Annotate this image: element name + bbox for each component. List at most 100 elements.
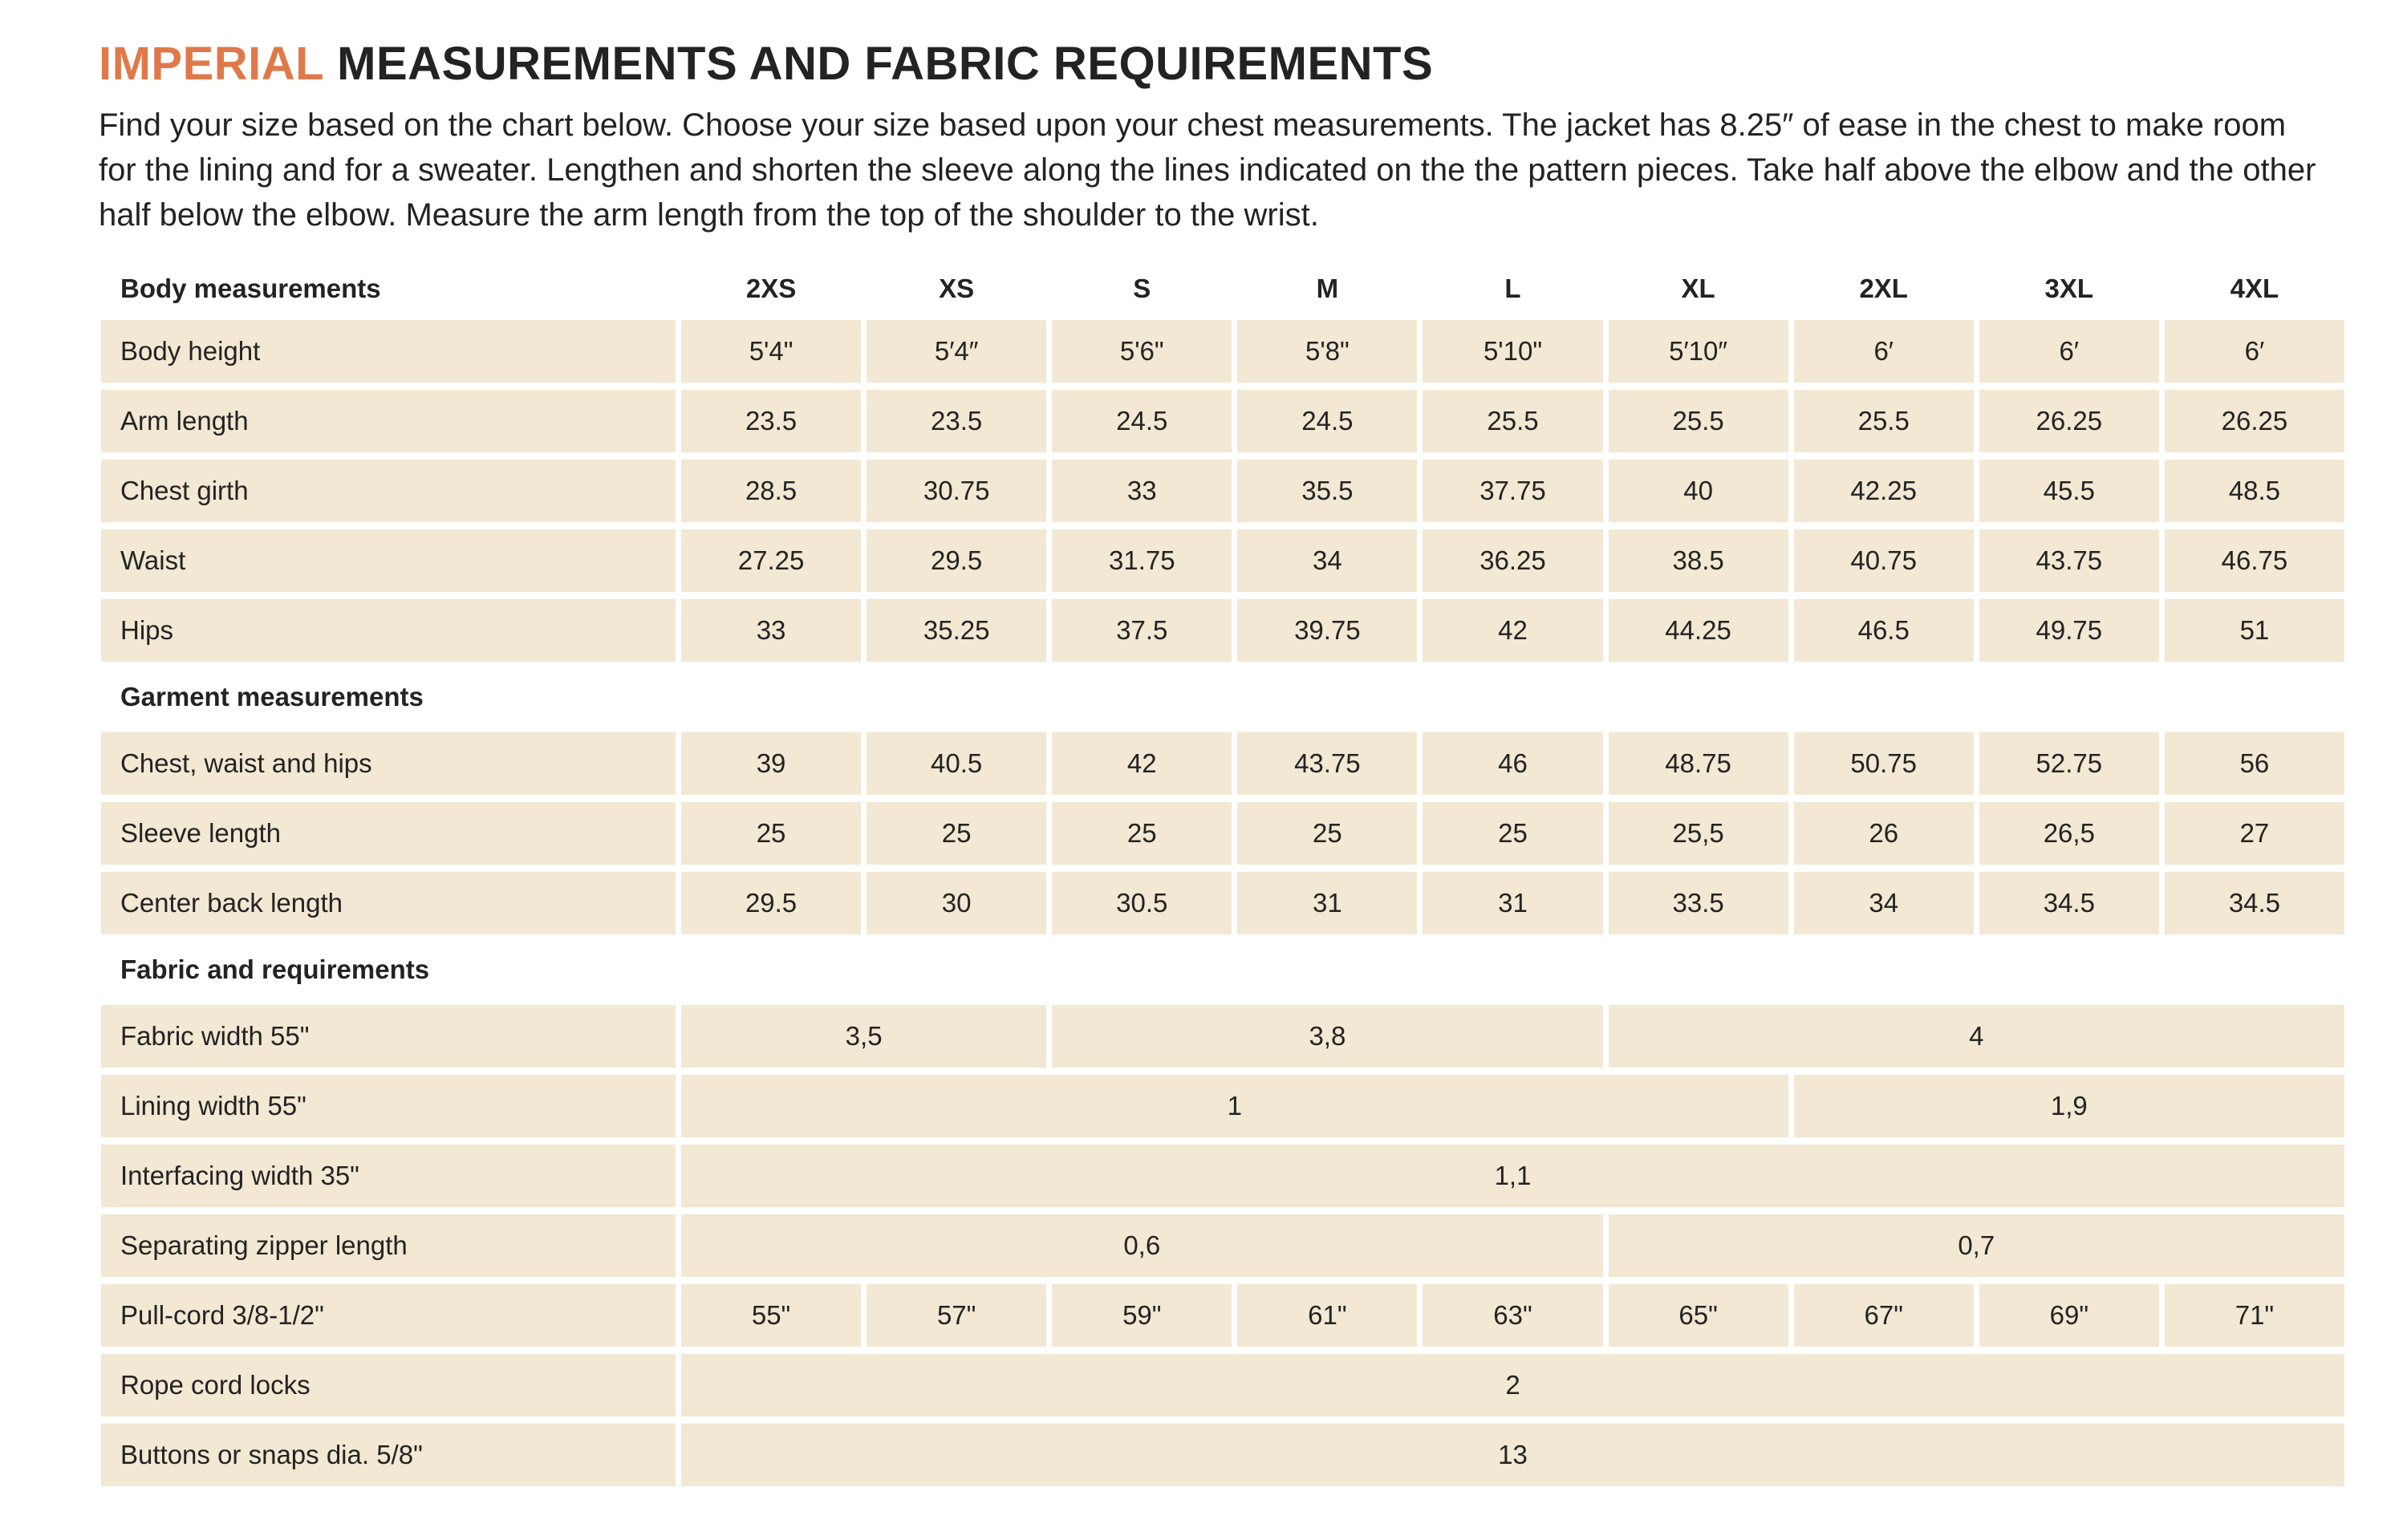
- row-label: Hips: [101, 599, 676, 662]
- row-label: Rope cord locks: [101, 1354, 676, 1416]
- section-heading: Garment measurements: [120, 682, 424, 711]
- measurement-cell: 6′: [1979, 320, 2159, 383]
- measurement-cell: 52.75: [1979, 732, 2159, 795]
- measurement-cell: 35.25: [867, 599, 1047, 662]
- measurement-cell: 31: [1237, 872, 1418, 934]
- size-column-header: 3XL: [2044, 274, 2094, 303]
- measurement-cell: 37.75: [1423, 460, 1603, 522]
- measurement-cell: 42: [1423, 599, 1603, 662]
- measurement-cell: 27.25: [681, 529, 862, 592]
- measurement-cell: 40.75: [1793, 529, 1974, 592]
- measurement-cell: 25: [1052, 802, 1232, 865]
- measurement-cell: 2: [681, 1354, 2344, 1416]
- intro-paragraph: Find your size based on the chart below.…: [99, 107, 2316, 233]
- measurement-cell: 24.5: [1052, 390, 1232, 452]
- measurement-cell: 33: [681, 599, 862, 662]
- measurement-cell: 36.25: [1423, 529, 1603, 592]
- measurement-cell: 31: [1423, 872, 1603, 934]
- measurement-cell: 59": [1052, 1284, 1232, 1347]
- measurement-cell: 25: [681, 802, 862, 865]
- measurement-cell: 44.25: [1608, 599, 1788, 662]
- measurement-cell: 33.5: [1608, 872, 1788, 934]
- measurement-cell: 4: [1608, 1005, 2344, 1068]
- measurement-cell: 46.5: [1793, 599, 1974, 662]
- measurement-cell: 42: [1052, 732, 1232, 795]
- size-column-header: L: [1504, 274, 1521, 303]
- title-rest: MEASUREMENTS AND FABRIC REQUIREMENTS: [337, 38, 1434, 90]
- measurement-cell: 1,1: [681, 1145, 2344, 1207]
- measurement-cell: 23.5: [867, 390, 1047, 452]
- measurement-cell: 35.5: [1237, 460, 1418, 522]
- measurement-cell: 3,8: [1052, 1005, 1603, 1068]
- measurement-cell: 0,6: [681, 1214, 1603, 1277]
- measurement-cell: 61": [1237, 1284, 1418, 1347]
- measurement-cell: 30: [867, 872, 1047, 934]
- size-column-header: 4XL: [2230, 274, 2279, 303]
- measurement-cell: 29.5: [867, 529, 1047, 592]
- measurement-cell: 39: [681, 732, 862, 795]
- measurement-cell: 51: [2164, 599, 2344, 662]
- measurement-cell: 30.5: [1052, 872, 1232, 934]
- measurement-cell: 67": [1793, 1284, 1974, 1347]
- section-heading: Fabric and requirements: [120, 954, 430, 984]
- row-label: Body height: [101, 320, 676, 383]
- column-header-label: Body measurements: [120, 274, 381, 303]
- measurement-cell: 57": [867, 1284, 1047, 1347]
- measurement-cell: 25: [867, 802, 1047, 865]
- measurement-cell: 48.5: [2164, 460, 2344, 522]
- measurement-cell: 37.5: [1052, 599, 1232, 662]
- row-label: Center back length: [101, 872, 676, 934]
- measurement-cell: 6′: [2164, 320, 2344, 383]
- row-label: Interfacing width 35": [101, 1145, 676, 1207]
- measurement-cell: 0,7: [1608, 1214, 2344, 1277]
- measurement-cell: 28.5: [681, 460, 862, 522]
- row-label: Lining width 55": [101, 1075, 676, 1137]
- measurement-cell: 34: [1793, 872, 1974, 934]
- measurement-cell: 56: [2164, 732, 2344, 795]
- measurement-cell: 38.5: [1608, 529, 1788, 592]
- measurement-cell: 24.5: [1237, 390, 1418, 452]
- row-label: Fabric width 55": [101, 1005, 676, 1068]
- measurement-cell: 33: [1052, 460, 1232, 522]
- measurement-cell: 29.5: [681, 872, 862, 934]
- measurement-cell: 5'10": [1423, 320, 1603, 383]
- measurement-cell: 46.75: [2164, 529, 2344, 592]
- measurement-cell: 43.75: [1237, 732, 1418, 795]
- measurement-cell: 26.25: [1979, 390, 2159, 452]
- measurement-cell: 26: [1793, 802, 1974, 865]
- page-title: IMPERIAL MEASUREMENTS AND FABRIC REQUIREM…: [99, 38, 2351, 90]
- measurement-cell: 25.5: [1608, 390, 1788, 452]
- measurement-cell: 45.5: [1979, 460, 2159, 522]
- measurement-cell: 34.5: [2164, 872, 2344, 934]
- measurement-cell: 48.75: [1608, 732, 1788, 795]
- measurement-cell: 40.5: [867, 732, 1047, 795]
- measurement-cell: 5'6": [1052, 320, 1232, 383]
- measurement-cell: 5'4": [681, 320, 862, 383]
- measurement-cell: 26.25: [2164, 390, 2344, 452]
- measurement-cell: 5'8": [1237, 320, 1418, 383]
- measurement-cell: 26,5: [1979, 802, 2159, 865]
- size-column-header: XS: [939, 274, 975, 303]
- measurement-cell: 50.75: [1793, 732, 1974, 795]
- measurement-cell: 27: [2164, 802, 2344, 865]
- measurement-cell: 25.5: [1423, 390, 1603, 452]
- measurement-cell: 43.75: [1979, 529, 2159, 592]
- measurement-cell: 34: [1237, 529, 1418, 592]
- measurement-cell: 71": [2164, 1284, 2344, 1347]
- size-table: Body measurements 2XS XS S M L XL 2XL 3XL 4XL Body…: [101, 270, 2344, 1486]
- measurement-cell: 39.75: [1237, 599, 1418, 662]
- row-label: Buttons or snaps dia. 5/8": [101, 1424, 676, 1486]
- measurement-cell: 65": [1608, 1284, 1788, 1347]
- measurement-cell: 5′4″: [867, 320, 1047, 383]
- measurement-cell: 49.75: [1979, 599, 2159, 662]
- row-label: Pull-cord 3/8-1/2": [101, 1284, 676, 1347]
- measurement-cell: 23.5: [681, 390, 862, 452]
- size-column-header: M: [1316, 274, 1339, 303]
- row-label: Sleeve length: [101, 802, 676, 865]
- measurement-cell: 1: [681, 1075, 1788, 1137]
- measurement-cell: 55": [681, 1284, 862, 1347]
- measurement-cell: 25.5: [1793, 390, 1974, 452]
- row-label: Separating zipper length: [101, 1214, 676, 1277]
- row-label: Waist: [101, 529, 676, 592]
- measurement-cell: 3,5: [681, 1005, 1047, 1068]
